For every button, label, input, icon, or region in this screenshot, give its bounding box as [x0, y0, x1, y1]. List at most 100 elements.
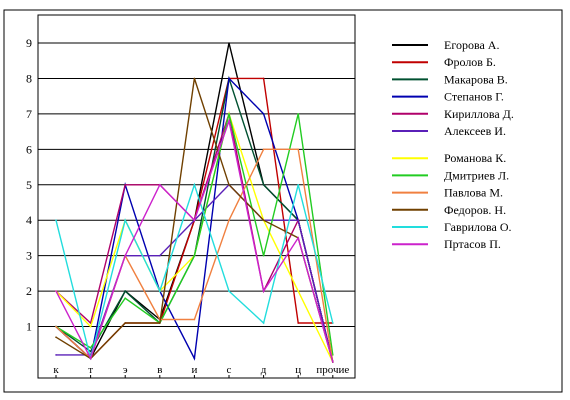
y-tick-label: 6 [26, 142, 32, 156]
data-point [89, 357, 92, 360]
data-point [124, 219, 126, 222]
y-tick-label: 2 [26, 284, 32, 298]
x-tick-label: ц [295, 364, 301, 376]
data-point [228, 42, 230, 44]
data-point [55, 325, 57, 328]
data-point [262, 290, 265, 292]
data-point [124, 290, 126, 292]
data-point [124, 254, 126, 257]
data-point [332, 322, 334, 324]
page-frame [3, 9, 563, 393]
data-point [193, 357, 196, 360]
legend-label: Макарова В. [444, 72, 508, 86]
data-point [159, 322, 161, 324]
data-point [262, 322, 265, 324]
data-point [55, 290, 57, 292]
data-point [297, 113, 300, 115]
data-point [124, 183, 126, 186]
legend-item: Степанов Г. [392, 90, 504, 104]
data-point [228, 77, 230, 80]
data-point [55, 336, 57, 338]
y-tick-label: 7 [26, 107, 32, 121]
data-point [193, 183, 196, 186]
grid-layer [38, 42, 355, 328]
data-point [55, 354, 57, 356]
legend-item: Федоров. Н. [392, 203, 506, 217]
legend-label: Егорова А. [444, 38, 499, 52]
data-point [262, 219, 265, 222]
data-point [193, 318, 196, 321]
legend-item: Алексеев И. [392, 124, 506, 138]
y-tick-label: 8 [26, 71, 32, 85]
legend-item: Макарова В. [392, 72, 508, 86]
x-tick-label: т [88, 364, 93, 376]
legend-label: Фролов Б. [444, 55, 496, 69]
y-tick-label: 1 [26, 320, 32, 334]
y-tick-label: 4 [26, 213, 32, 227]
legend-item: Романова К. [392, 151, 506, 165]
data-point [228, 120, 230, 122]
data-point [262, 148, 265, 151]
data-point [297, 290, 300, 292]
legend-item: Фролов Б. [392, 55, 496, 69]
series-line [55, 42, 334, 363]
data-point [297, 322, 300, 324]
data-point [297, 183, 300, 186]
legend-label: Пртасов П. [444, 237, 501, 251]
legend-label: Федоров. Н. [444, 203, 506, 217]
x-tick-label: с [227, 364, 232, 376]
x-tick-label: в [157, 364, 162, 376]
data-point [262, 113, 265, 115]
data-point [297, 219, 300, 222]
data-point [228, 219, 230, 222]
legend-label: Дмитриев Л. [444, 168, 509, 182]
y-tick-label: 3 [26, 249, 32, 263]
plot-area-frame [37, 14, 356, 379]
data-point [193, 254, 196, 257]
legend-item: Гаврилова О. [392, 220, 512, 234]
series-12 [55, 118, 334, 363]
legend-label: Кириллова Д. [444, 107, 514, 121]
data-point [124, 322, 126, 324]
data-point [89, 347, 92, 349]
data-point [89, 325, 92, 328]
legend-item: Павлова М. [392, 186, 503, 200]
y-axis-ticks: 1 2 3 4 5 6 7 8 9 [26, 36, 32, 334]
legend-label: Степанов Г. [444, 90, 504, 104]
data-point [297, 237, 300, 239]
data-point [228, 113, 230, 115]
data-point [159, 183, 161, 186]
legend: Егорова А. Фролов Б. Макарова В. Степанов Г… [392, 38, 514, 251]
y-tick-label: 5 [26, 178, 32, 192]
data-point [228, 290, 230, 292]
legend-label: Алексеев И. [444, 124, 506, 138]
legend-label: Павлова М. [444, 186, 503, 200]
data-point [124, 297, 126, 300]
data-point [262, 77, 265, 80]
series-layer [55, 42, 334, 363]
x-axis-ticks: к т э в и с д ц прочие [53, 364, 349, 378]
legend-item: Кириллова Д. [392, 107, 514, 121]
data-point [193, 77, 196, 80]
data-point [159, 254, 161, 257]
data-point [297, 148, 300, 151]
legend-label: Гаврилова О. [444, 220, 512, 234]
x-tick-label: э [123, 364, 128, 376]
data-point [159, 290, 161, 292]
x-tick-label: д [261, 364, 267, 376]
x-tick-label: и [191, 364, 197, 376]
data-point [55, 219, 57, 222]
y-tick-label: 9 [26, 36, 32, 50]
data-point [193, 219, 196, 222]
legend-label: Романова К. [444, 151, 506, 165]
data-point [228, 183, 230, 186]
legend-item: Дмитриев Л. [392, 168, 509, 182]
legend-item: Егорова А. [392, 38, 499, 52]
data-point [262, 183, 265, 186]
x-tick-label: прочие [316, 364, 349, 376]
data-point [262, 254, 265, 257]
legend-item: Пртасов П. [392, 237, 501, 251]
data-point [332, 361, 334, 363]
